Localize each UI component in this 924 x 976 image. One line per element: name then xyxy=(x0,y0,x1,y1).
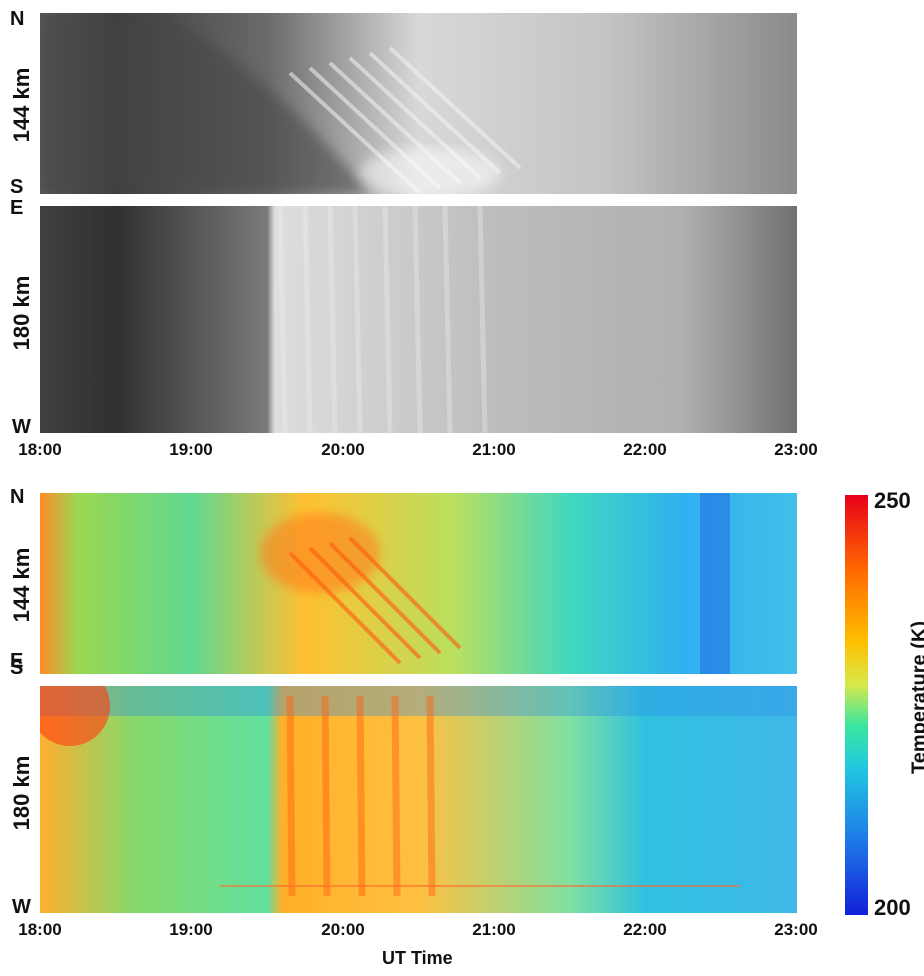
x-tick: 22:00 xyxy=(623,440,667,459)
south-label: S xyxy=(10,657,24,679)
north-label: N xyxy=(10,486,25,508)
x-tick: 21:00 xyxy=(472,920,516,939)
north-label: N xyxy=(10,8,25,30)
x-tick: 20:00 xyxy=(321,440,365,459)
range-label-180-gray: 180 km xyxy=(9,275,34,351)
x-tick: 19:00 xyxy=(169,440,213,459)
temperature-panel-144km xyxy=(40,493,797,674)
x-tick: 23:00 xyxy=(774,920,818,939)
east-label: E xyxy=(10,650,24,672)
colorbar-title: Temperature (K) xyxy=(908,621,924,774)
x-tick: 23:00 xyxy=(774,440,818,459)
west-label: W xyxy=(12,896,31,918)
south-label: S xyxy=(10,176,24,198)
range-label-144-temp: 144 km xyxy=(9,547,34,623)
west-label: W xyxy=(12,416,31,438)
range-label-180-temp: 180 km xyxy=(9,755,34,831)
x-tick: 18:00 xyxy=(18,440,62,459)
x-tick: 21:00 xyxy=(472,440,516,459)
colorbar xyxy=(845,495,868,915)
x-tick: 18:00 xyxy=(18,920,62,939)
x-axis-label: UT Time xyxy=(382,948,453,968)
temperature-panel-180km xyxy=(40,686,797,913)
east-label: E xyxy=(10,197,24,219)
colorbar-min-label: 200 xyxy=(874,895,911,920)
range-label-144-gray: 144 km xyxy=(9,67,34,143)
colorbar-max-label: 250 xyxy=(874,488,911,513)
airglow-panel-144km xyxy=(40,13,797,194)
airglow-panel-180km xyxy=(40,206,797,433)
x-tick: 19:00 xyxy=(169,920,213,939)
x-tick: 20:00 xyxy=(321,920,365,939)
x-tick: 22:00 xyxy=(623,920,667,939)
